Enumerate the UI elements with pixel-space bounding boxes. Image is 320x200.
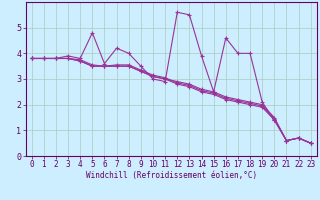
X-axis label: Windchill (Refroidissement éolien,°C): Windchill (Refroidissement éolien,°C) [86,171,257,180]
